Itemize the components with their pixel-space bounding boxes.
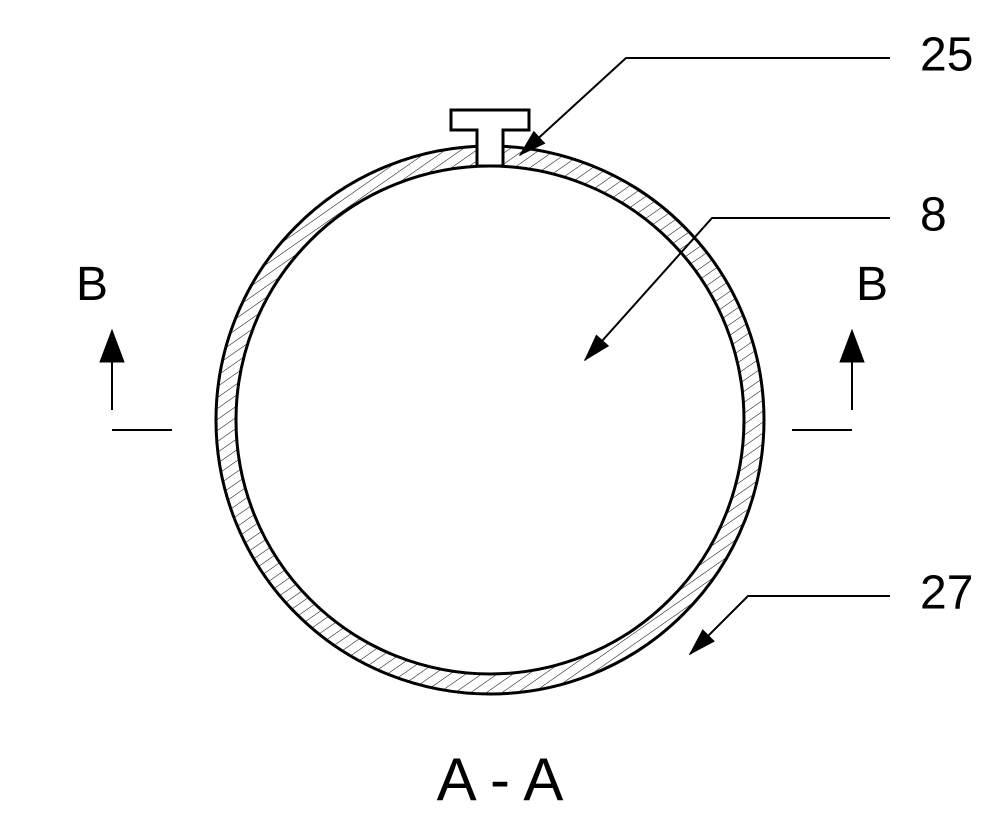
callout-27: 27 xyxy=(690,567,973,654)
callout-label-27: 27 xyxy=(920,567,973,620)
callout-25: 25 xyxy=(520,29,973,155)
callout-label-8: 8 xyxy=(920,189,947,242)
ring-cross-section xyxy=(216,146,764,694)
callout-label-25: 25 xyxy=(920,29,973,82)
section-label-left: B xyxy=(76,258,108,311)
section-label-right: B xyxy=(856,258,888,311)
section-marker-left: B xyxy=(76,258,172,430)
diagram-canvas: B B 25 8 27 A - A xyxy=(0,0,1000,838)
section-marker-right: B xyxy=(792,258,888,430)
section-caption: A - A xyxy=(437,746,564,813)
